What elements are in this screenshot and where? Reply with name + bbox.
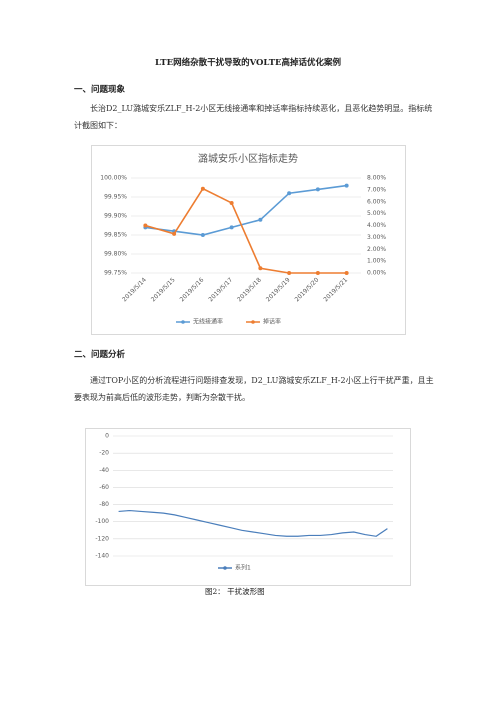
y-tick-label: -80 (99, 501, 109, 508)
y-tick-label: -140 (95, 553, 109, 560)
chart-title: 潞城安乐小区指标走势 (198, 152, 298, 165)
document-title: LTE网络杂散干扰导致的VOLTE高掉话优化案例 (154, 58, 342, 68)
y2-tick-label: 7.00% (367, 186, 386, 193)
y2-tick-label: 5.00% (367, 210, 386, 217)
y-tick-label: -60 (99, 484, 109, 491)
series-line (145, 184, 347, 236)
y2-tick-label: 6.00% (367, 198, 386, 205)
point-marker (315, 187, 320, 192)
series-line (118, 509, 388, 537)
section-heading: 一、问题现象 (74, 85, 126, 95)
point-marker (229, 200, 234, 205)
series-line (145, 187, 347, 274)
legend-label: 系列1 (235, 564, 251, 572)
y-tick-label: -100 (95, 518, 109, 525)
paragraph: 通过TOP小区的分析流程进行问题排查发现，D2_LU潞城安乐ZLF_H-2小区上… (74, 376, 434, 402)
legend-marker (223, 566, 227, 570)
y2-tick-label: 1.00% (367, 258, 386, 265)
paragraph: 长治D2_LU潞城安乐ZLF_H-2小区无线接通率和掉话率指标持续恶化，且恶化趋… (74, 104, 433, 130)
point-marker (200, 186, 205, 191)
point-marker (344, 183, 349, 188)
point-marker (172, 231, 177, 236)
chart: -140 -120 -100 -80 -60 -40 -20 0 系列1 (85, 428, 411, 586)
y2-tick-label: 2.00% (367, 246, 386, 253)
y-tick-label: 99.85% (104, 232, 127, 239)
y2-tick-label: 3.00% (367, 234, 386, 241)
point-marker (315, 271, 320, 275)
point-marker (258, 266, 263, 271)
y2-tick-label: 0.00% (367, 270, 386, 277)
y-tick-label: 0 (105, 433, 109, 440)
point-marker (344, 271, 349, 275)
y-tick-label: 99.90% (104, 213, 127, 220)
y-tick-label: -40 (99, 467, 109, 474)
point-marker (287, 271, 292, 275)
point-marker (258, 217, 263, 222)
chart-frame (85, 428, 411, 586)
point-marker (200, 233, 205, 237)
y-tick-label: 100.00% (100, 175, 127, 182)
y-tick-label: 99.75% (104, 270, 127, 277)
y2-tick-label: 8.00% (367, 175, 386, 182)
legend-label: 无线接通率 (193, 318, 223, 326)
point-marker (143, 223, 148, 228)
section-heading: 二、问题分析 (74, 350, 126, 360)
figure-caption: 图2： 干扰波形图 (205, 587, 265, 596)
point-marker (229, 225, 234, 230)
y-tick-label: -120 (95, 535, 109, 542)
legend-label: 掉话率 (263, 318, 281, 326)
y-tick-label: 99.80% (104, 251, 127, 258)
legend-marker (181, 320, 185, 324)
y-tick-label: -20 (99, 450, 109, 457)
point-marker (287, 191, 292, 196)
y2-tick-label: 4.00% (367, 222, 386, 229)
legend-marker (251, 320, 255, 324)
y-tick-label: 99.95% (104, 194, 127, 201)
chart: 潞城安乐小区指标走势 99.75% 99.80% 99.85% 99.90% 99.95%… (91, 145, 406, 335)
